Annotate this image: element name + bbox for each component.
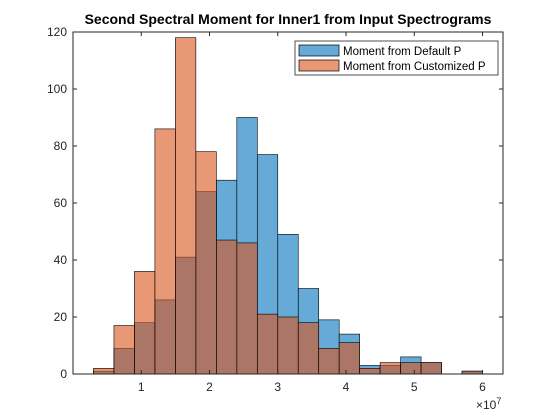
y-tick-label: 100 [47, 82, 67, 96]
bar-customized-9 [277, 316, 299, 375]
y-tick-label: 60 [54, 196, 68, 210]
x-tick-label: 2 [206, 380, 213, 394]
bar-customized-15 [400, 362, 422, 375]
y-tick-label: 120 [47, 25, 67, 39]
bar-customized-1 [113, 325, 135, 375]
bar-customized-6 [216, 239, 238, 375]
bar-customized-16 [420, 362, 442, 375]
y-tick-label: 40 [54, 253, 68, 267]
x-tick-label: 4 [343, 380, 350, 394]
legend: Moment from Default P Moment from Custom… [294, 40, 499, 76]
bar-customized-14 [379, 362, 401, 375]
bar-customized-2 [134, 271, 156, 375]
x-tick-label: 3 [274, 380, 281, 394]
x-exponent-label: ×107 [476, 396, 501, 412]
x-exponent-base: ×10 [476, 398, 497, 412]
y-tick-label: 20 [54, 310, 68, 324]
bar-customized-8 [256, 313, 279, 375]
bar-customized-7 [236, 242, 258, 375]
legend-label-customized: Moment from Customized P [343, 61, 486, 73]
bar-customized-3 [154, 128, 176, 375]
legend-swatch-customized [298, 59, 340, 72]
chart-title: Second Spectral Moment for Inner1 from I… [85, 11, 492, 27]
bars-layer [93, 37, 483, 375]
legend-swatch-default [298, 44, 340, 57]
x-exponent-power: 7 [496, 396, 501, 406]
y-tick-label: 0 [60, 367, 67, 381]
bar-customized-4 [175, 37, 197, 375]
bar-customized-11 [318, 348, 340, 375]
x-tick-label: 5 [411, 380, 418, 394]
y-tick-label: 80 [54, 139, 68, 153]
bar-customized-13 [359, 367, 381, 375]
x-tick-label: 1 [138, 380, 145, 394]
x-tick-label: 6 [479, 380, 486, 394]
bar-customized-12 [338, 342, 360, 375]
bar-customized-0 [93, 367, 115, 375]
bar-customized-10 [297, 322, 320, 375]
legend-label-default: Moment from Default P [343, 46, 462, 58]
bar-customized-5 [195, 151, 217, 375]
